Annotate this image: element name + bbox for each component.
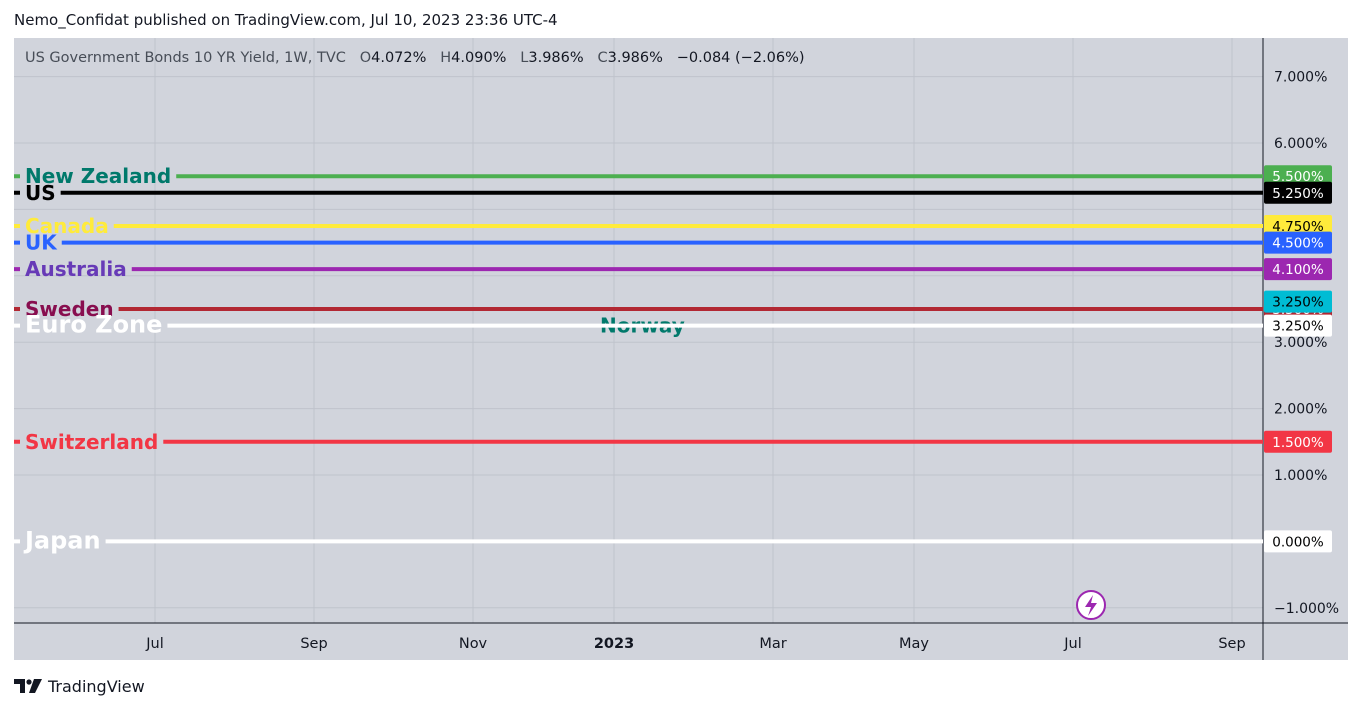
footer[interactable]: TradingView xyxy=(14,675,145,697)
plot-background xyxy=(14,38,1348,660)
x-tick-label: Mar xyxy=(759,636,786,652)
publish-header: Nemo_Confidat published on TradingView.c… xyxy=(14,11,558,29)
value-badge xyxy=(1264,290,1332,313)
value-badge-label: 4.750% xyxy=(1272,219,1324,235)
y-tick-label: 3.000% xyxy=(1274,335,1327,351)
value-badge xyxy=(1264,231,1332,254)
ohlc-legend: US Government Bonds 10 YR Yield, 1W, TVC… xyxy=(25,50,805,66)
low-label: L xyxy=(520,50,529,66)
y-tick-label: −1.000% xyxy=(1274,601,1339,617)
value-badge xyxy=(1264,314,1332,337)
value-badge-label: 5.500% xyxy=(1272,169,1324,185)
brand-name: TradingView xyxy=(48,676,145,696)
value-badge xyxy=(1264,165,1332,188)
x-tick-label: Jul xyxy=(1063,636,1082,652)
series-label-gap xyxy=(20,172,177,181)
series-label: Sweden xyxy=(25,297,114,321)
low-value: 3.986% xyxy=(528,50,584,66)
value-badge-label: 3.250% xyxy=(1272,295,1324,311)
series-label: Euro Zone xyxy=(25,311,162,339)
x-tick-label: 2023 xyxy=(594,636,634,652)
series-label: US xyxy=(25,181,56,205)
x-tick-label: Sep xyxy=(1218,636,1245,652)
value-badge xyxy=(1264,430,1332,453)
value-badge xyxy=(1264,530,1332,553)
series-label: Switzerland xyxy=(25,430,158,454)
series-label-gap xyxy=(20,238,62,247)
change-value: −0.084 (−2.06%) xyxy=(676,50,805,66)
series-label: Canada xyxy=(25,214,109,238)
symbol-label: US Government Bonds 10 YR Yield, 1W, TVC xyxy=(25,50,346,66)
y-tick-label: 7.000% xyxy=(1274,70,1327,86)
open-label: O xyxy=(359,50,372,66)
y-tick-label: 1.000% xyxy=(1274,468,1327,484)
x-tick-label: Nov xyxy=(459,636,488,652)
series-label-gap xyxy=(20,188,61,197)
value-badge-label: 0.000% xyxy=(1272,534,1324,550)
value-badge-label: 5.250% xyxy=(1272,186,1324,202)
value-badge xyxy=(1264,258,1332,281)
series-label: Australia xyxy=(25,257,127,281)
series-label-gap xyxy=(20,437,164,446)
x-tick-label: Sep xyxy=(300,636,327,652)
value-badge-label: 1.500% xyxy=(1272,435,1324,451)
series-label: UK xyxy=(25,231,58,255)
series-label: Japan xyxy=(23,526,101,554)
y-tick-label: 2.000% xyxy=(1274,402,1327,418)
value-badge-label: 4.500% xyxy=(1272,236,1324,252)
series-label-gap xyxy=(20,222,114,230)
x-tick-label: Jul xyxy=(145,636,164,652)
value-badge xyxy=(1264,181,1332,204)
series-label: New Zealand xyxy=(25,164,171,188)
value-badge-label: 3.250% xyxy=(1272,319,1324,335)
tradingview-logo-icon xyxy=(14,679,42,693)
open-value: 4.072% xyxy=(371,50,427,66)
series-label-gap xyxy=(20,537,106,546)
series-label-gap xyxy=(20,321,168,330)
value-badge xyxy=(1264,215,1332,237)
x-tick-label: May xyxy=(899,636,929,652)
lightning-bolt-icon xyxy=(1085,595,1097,616)
series-label-gap xyxy=(20,265,132,274)
series-label-gap xyxy=(20,305,119,313)
high-label: H xyxy=(440,50,452,66)
close-label: C xyxy=(597,50,608,66)
y-tick-label: 6.000% xyxy=(1274,136,1327,152)
close-value: 3.986% xyxy=(607,50,663,66)
high-value: 4.090% xyxy=(451,50,507,66)
value-badge-label: 4.100% xyxy=(1272,262,1324,278)
